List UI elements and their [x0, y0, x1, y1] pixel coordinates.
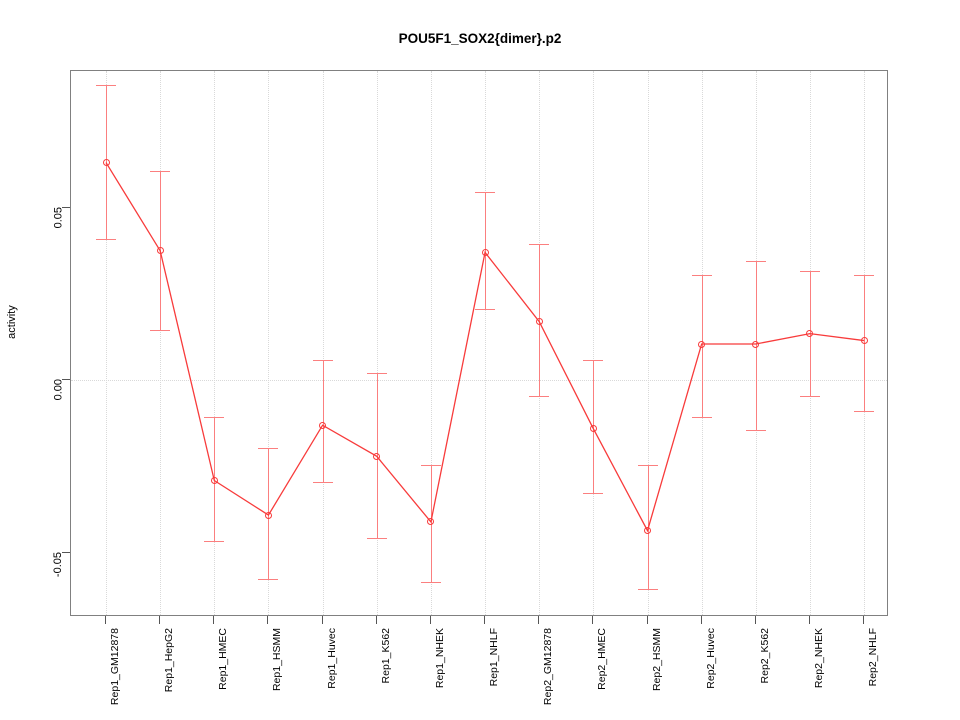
data-point	[319, 421, 327, 429]
x-axis-tick-label: Rep2_HSMM	[650, 628, 663, 692]
x-axis-tick-label: Rep1_NHLF	[488, 628, 501, 687]
gridline-vertical	[322, 71, 324, 615]
x-axis-tick-label: Rep1_HMEC	[217, 628, 230, 690]
x-axis-tick	[754, 616, 756, 624]
gridline-vertical	[485, 71, 487, 615]
x-axis-tick	[105, 616, 106, 624]
error-bar-cap	[799, 271, 820, 273]
x-axis-tick-label: Rep1_Huvec	[325, 628, 338, 689]
error-bar-cap	[745, 261, 766, 263]
y-axis-tick	[62, 379, 70, 381]
error-bar-cap	[258, 578, 279, 580]
x-axis-tick	[592, 616, 594, 624]
x-axis-tick-label: Rep2_NHEK	[812, 628, 825, 689]
error-bar-cap	[258, 447, 279, 449]
plot-area	[70, 70, 888, 616]
error-bar-cap	[150, 330, 171, 332]
error-bar-cap	[420, 464, 441, 466]
y-axis-tick	[62, 552, 70, 554]
x-axis-tick	[375, 616, 377, 624]
data-point	[806, 330, 814, 338]
error-bar-cap	[745, 430, 766, 432]
series-line	[105, 162, 865, 533]
x-axis-tick	[213, 616, 215, 624]
error-bar-cap	[420, 582, 441, 584]
gridline-vertical	[160, 71, 162, 615]
data-point	[644, 527, 651, 535]
error-bar-cap	[204, 416, 225, 418]
x-axis-tick	[646, 616, 648, 624]
y-axis-tick-text: 0.05	[52, 206, 64, 228]
error-bar-cap	[529, 243, 550, 245]
x-axis-tick	[538, 616, 540, 624]
data-point	[752, 340, 760, 348]
x-axis-tick	[429, 616, 431, 624]
error-bar-cap	[637, 589, 658, 591]
error-bar	[322, 359, 324, 483]
error-bar-cap	[366, 373, 387, 375]
y-axis-label: activity	[6, 305, 18, 339]
data-point	[210, 477, 218, 484]
data-point	[481, 248, 489, 256]
gridline-horizontal	[71, 380, 887, 382]
data-point	[264, 511, 272, 519]
data-point	[535, 318, 543, 326]
error-bar-cap	[366, 537, 387, 539]
error-bar-cap	[312, 482, 333, 484]
data-point	[589, 425, 597, 433]
chart-title: POU5F1_SOX2{dimer}.p2	[398, 31, 562, 46]
error-bar-cap	[691, 274, 712, 276]
x-axis-tick-label: Rep1_NHEK	[433, 628, 446, 689]
x-axis-tick-label: Rep1_K562	[379, 628, 392, 684]
error-bar-cap	[204, 540, 225, 542]
x-axis-tick-label: Rep1_GM12878	[109, 628, 121, 706]
x-axis-tick-label: Rep2_GM12878	[542, 628, 555, 706]
data-point	[698, 340, 706, 348]
x-axis-tick-label: Rep1_HepG2	[163, 628, 176, 693]
error-bar-cap	[312, 359, 333, 361]
x-axis-tick	[159, 616, 161, 624]
x-axis-tick-label: Rep2_NHLF	[867, 628, 880, 687]
data-point	[427, 518, 435, 526]
x-axis-tick-label: Rep2_K562	[758, 628, 771, 684]
error-bar-cap	[583, 359, 604, 361]
error-bar-cap	[854, 411, 875, 413]
y-axis-tick-text: 0.00	[52, 379, 64, 401]
error-bar-cap	[637, 464, 658, 466]
error-bar-cap	[854, 274, 875, 276]
error-bar-cap	[96, 84, 116, 86]
x-axis-tick	[321, 616, 323, 624]
x-axis-tick-label: Rep1_HSMM	[271, 628, 284, 692]
error-bar-cap	[691, 416, 712, 418]
data-point	[860, 337, 868, 345]
x-axis-tick	[484, 616, 486, 624]
y-axis-tick	[62, 206, 70, 208]
data-point	[373, 452, 381, 460]
error-bar-cap	[96, 238, 116, 240]
data-point	[156, 247, 164, 255]
error-bar-cap	[475, 191, 496, 193]
gridline-vertical	[593, 71, 595, 615]
x-axis-tick-label: Rep2_HMEC	[596, 628, 609, 690]
y-axis-tick-text: -0.05	[52, 552, 64, 578]
data-point	[102, 159, 110, 167]
x-axis-tick-label: Rep2_Huvec	[704, 628, 717, 689]
x-axis-tick	[863, 616, 865, 624]
error-bar-cap	[583, 492, 604, 494]
error-bar-cap	[475, 309, 496, 311]
x-axis-tick	[808, 616, 810, 624]
x-axis-tick	[700, 616, 702, 624]
error-bar-cap	[799, 395, 820, 397]
error-bar-cap	[529, 395, 550, 397]
error-bar-cap	[150, 171, 171, 173]
x-axis-tick	[267, 616, 269, 624]
